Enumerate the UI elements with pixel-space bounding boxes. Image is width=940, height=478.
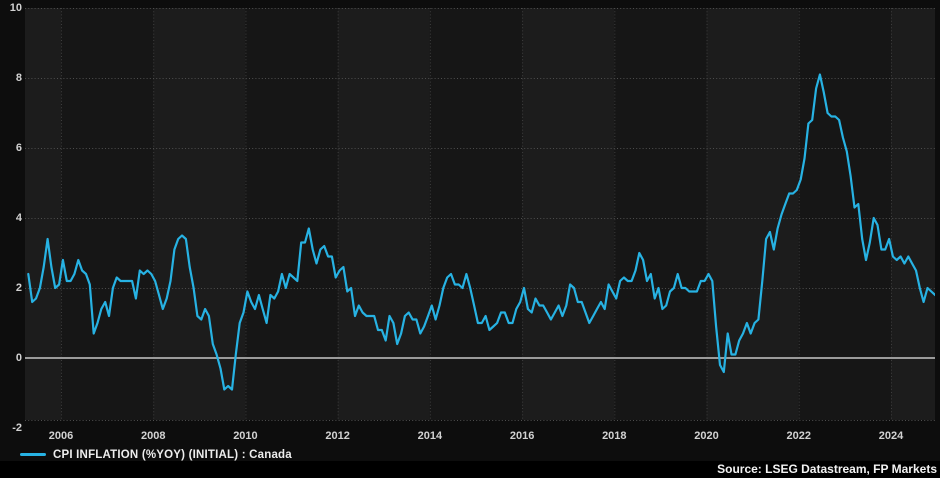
x-axis-tick-label: 2022 bbox=[786, 430, 811, 442]
legend-line-swatch bbox=[20, 453, 46, 456]
cpi-inflation-line bbox=[27, 73, 935, 391]
plot-band bbox=[245, 8, 338, 420]
plot-band bbox=[25, 8, 61, 420]
x-axis-tick-label: 2018 bbox=[602, 430, 627, 442]
x-axis-tick-label: 2024 bbox=[878, 430, 904, 442]
y-axis-tick-label: 0 bbox=[15, 352, 22, 364]
source-attribution: Source: LSEG Datastream, FP Markets bbox=[717, 462, 937, 476]
plot-band bbox=[337, 8, 430, 420]
legend-series-label: CPI INFLATION (%YOY) (INITIAL) : Canada bbox=[53, 448, 292, 461]
plot-band bbox=[706, 8, 799, 420]
data-line-group bbox=[27, 73, 935, 391]
x-axis-tick-label: 2016 bbox=[509, 430, 535, 442]
background-bands bbox=[25, 8, 935, 420]
x-axis-tick-label: 2006 bbox=[48, 430, 74, 442]
y-axis-tick-label: 2 bbox=[15, 282, 22, 294]
y-axis-tick-label: 8 bbox=[15, 72, 22, 84]
y-axis-tick-label: 6 bbox=[15, 142, 22, 154]
y-axis-tick-label: 10 bbox=[9, 2, 22, 14]
x-axis-tick-label: 2020 bbox=[694, 430, 719, 442]
plot-band bbox=[153, 8, 246, 420]
plot-band bbox=[890, 8, 935, 420]
plot-band bbox=[798, 8, 891, 420]
horizontal-gridlines bbox=[25, 8, 935, 421]
legend: CPI INFLATION (%YOY) (INITIAL) : Canada bbox=[20, 447, 292, 462]
x-axis-tick-label: 2012 bbox=[325, 430, 350, 442]
x-axis-tick-label: 2010 bbox=[233, 430, 258, 442]
x-axis-tick-label: 2014 bbox=[417, 430, 443, 442]
plot-band bbox=[614, 8, 707, 420]
y-axis-tick-label: 4 bbox=[15, 212, 22, 224]
y-axis-tick-label: -2 bbox=[12, 422, 22, 434]
x-axis-tick-label: 2008 bbox=[140, 430, 166, 442]
plot-band bbox=[61, 8, 154, 420]
plot-band bbox=[522, 8, 615, 420]
footer-strip bbox=[0, 461, 940, 478]
vertical-gridlines bbox=[61, 8, 892, 420]
plot-band bbox=[429, 8, 523, 420]
